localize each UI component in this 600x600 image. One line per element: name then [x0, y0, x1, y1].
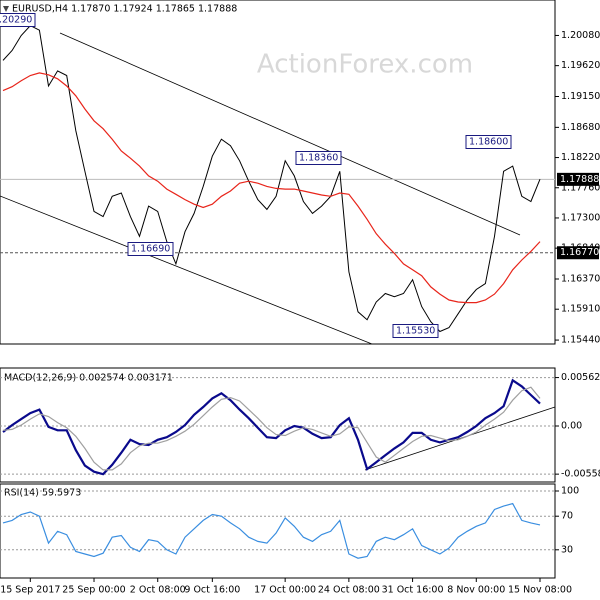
price-label: 1.17888	[560, 174, 599, 185]
channel-top	[59, 32, 521, 236]
y-tick-label: 1.18680	[561, 122, 600, 133]
y-tick-label: -0.005588	[561, 469, 600, 480]
channel-bottom	[0, 195, 373, 345]
annotation: 1.18360	[299, 153, 338, 164]
y-tick-label: 0.005622	[561, 372, 600, 383]
y-tick-label: 30	[561, 544, 573, 555]
y-tick-label: 1.19620	[561, 60, 600, 71]
series-line	[2, 502, 541, 559]
x-tick-label: 31 Oct 16:00	[382, 585, 444, 596]
title-icon	[3, 6, 9, 12]
annotation: 1.18600	[469, 137, 508, 148]
y-tick-label: 70	[561, 511, 573, 522]
x-tick-label: 25 Sep 00:00	[62, 585, 125, 596]
y-tick-label: 1.17300	[561, 212, 600, 223]
y-tick-label: 1.18220	[561, 152, 600, 163]
y-tick-label: 1.19150	[561, 91, 600, 102]
macd-pane	[0, 367, 556, 483]
x-tick-label: 9 Oct 16:00	[184, 585, 240, 596]
annotation: 1.20290	[0, 15, 32, 26]
chart-title: EURUSD,H4 1.17870 1.17924 1.17865 1.1788…	[12, 4, 237, 15]
price-label-box	[557, 172, 599, 186]
y-tick-label: 1.20080	[561, 30, 600, 41]
series-line	[2, 386, 541, 471]
annotation: 1.15530	[396, 326, 435, 337]
rsi-title: RSI(14) 59.5973	[4, 488, 81, 499]
annotation-box	[0, 13, 36, 27]
x-tick-label: 24 Oct 08:00	[318, 585, 380, 596]
series-line	[2, 378, 541, 476]
x-tick-label: 8 Nov 00:00	[447, 585, 505, 596]
x-tick-label: 2 Oct 08:00	[130, 585, 186, 596]
watermark: ActionForex.com	[257, 50, 473, 80]
y-tick-label: 1.17760	[561, 182, 600, 193]
annotation: 1.16690	[131, 244, 170, 255]
x-tick-label: 17 Oct 00:00	[254, 585, 316, 596]
series-line	[2, 24, 541, 333]
annotation-box	[127, 242, 174, 256]
y-tick-label: 100	[561, 486, 579, 497]
y-tick-label: 1.15910	[561, 304, 600, 315]
annotation-box	[465, 135, 512, 149]
price-label-box	[557, 246, 599, 260]
y-tick-label: 1.15440	[561, 335, 600, 346]
annotation-box	[295, 151, 342, 165]
x-tick-label: 15 Nov 08:00	[508, 585, 572, 596]
y-tick-label: 1.16370	[561, 274, 600, 285]
x-tick-label: 15 Sep 2017	[0, 585, 60, 596]
price-pane	[0, 0, 556, 345]
y-tick-label: 0.00	[561, 421, 582, 432]
rsi-pane	[0, 483, 556, 579]
series-line	[2, 72, 541, 304]
annotation-box	[392, 324, 439, 338]
price-label: 1.16770	[560, 247, 599, 258]
